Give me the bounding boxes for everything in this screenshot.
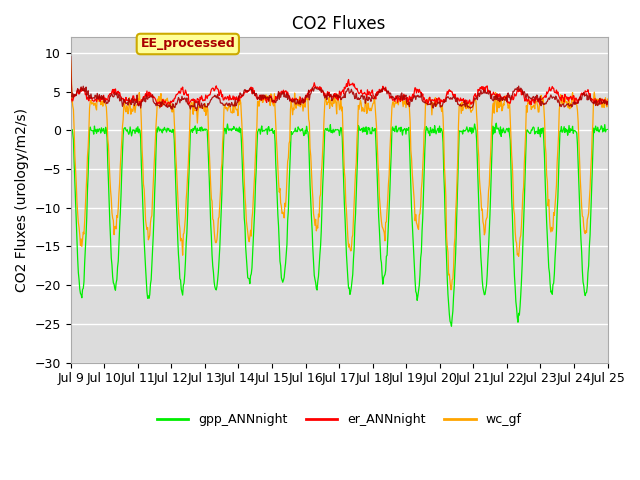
Legend: gpp_ANNnight, er_ANNnight, wc_gf: gpp_ANNnight, er_ANNnight, wc_gf bbox=[152, 408, 527, 431]
Text: EE_processed: EE_processed bbox=[140, 37, 236, 50]
Y-axis label: CO2 Fluxes (urology/m2/s): CO2 Fluxes (urology/m2/s) bbox=[15, 108, 29, 292]
Title: CO2 Fluxes: CO2 Fluxes bbox=[292, 15, 386, 33]
